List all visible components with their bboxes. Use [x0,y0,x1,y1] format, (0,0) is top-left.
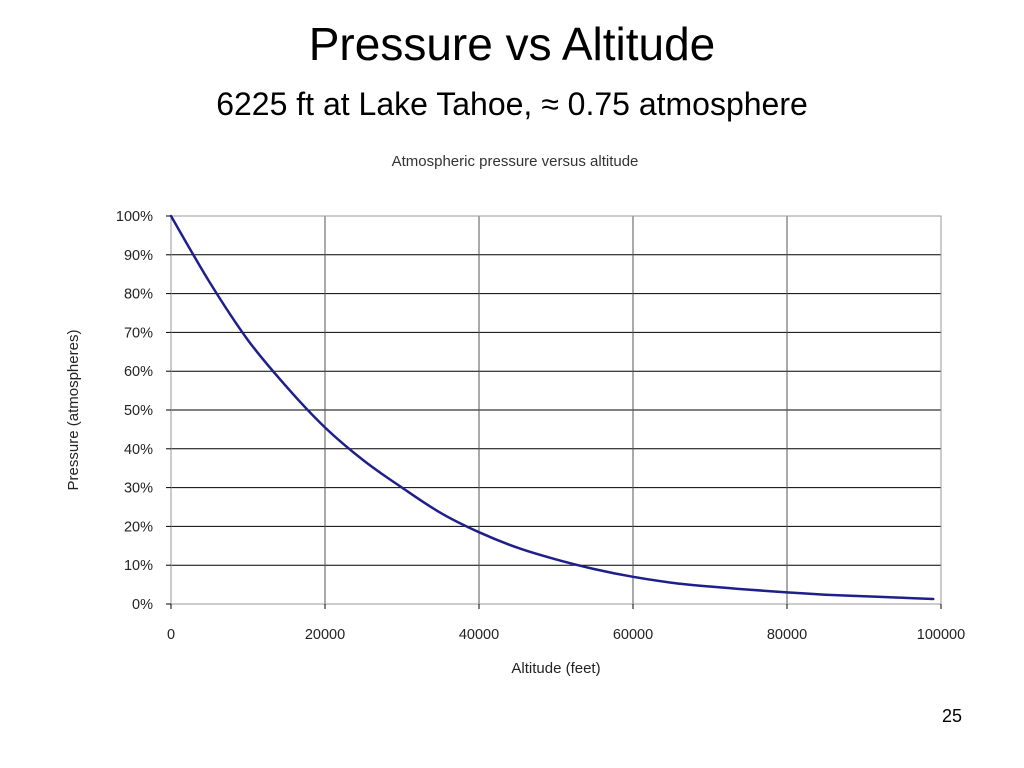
slide-subtitle: 6225 ft at Lake Tahoe, ≈ 0.75 atmosphere [216,86,808,122]
y-tick-label: 10% [124,558,153,574]
page-number: 25 [941,706,962,726]
slide-title: Pressure vs Altitude [308,18,716,70]
x-tick-label: 40000 [459,627,499,643]
x-axis-ticks: 0 20000 40000 60000 80000 100000 [167,604,965,643]
y-axis-label: Pressure (atmospheres) [65,330,82,491]
x-tick-label: 60000 [613,627,653,643]
y-tick-label: 70% [124,325,153,341]
y-tick-label: 50% [124,403,153,419]
y-tick-label: 90% [124,248,153,264]
y-tick-label: 30% [124,481,153,497]
y-tick-label: 80% [124,287,153,303]
x-axis-label: Altitude (feet) [511,660,600,677]
x-tick-label: 20000 [305,627,345,643]
y-tick-label: 40% [124,442,153,458]
y-tick-label: 100% [116,209,153,225]
chart-title: Atmospheric pressure versus altitude [392,153,639,170]
y-tick-label: 60% [124,364,153,380]
x-tick-label: 80000 [767,627,807,643]
x-tick-label: 0 [167,627,175,643]
series-layer [169,214,935,601]
chart-grid [170,215,942,605]
y-axis-ticks: 0% 10% 20% 30% 40% 50% 60% 70% 80% 90% 100% [116,209,171,613]
y-tick-label: 0% [132,597,153,613]
pressure-series-line [169,214,935,601]
y-tick-label: 20% [124,519,153,535]
x-tick-label: 100000 [917,627,965,643]
